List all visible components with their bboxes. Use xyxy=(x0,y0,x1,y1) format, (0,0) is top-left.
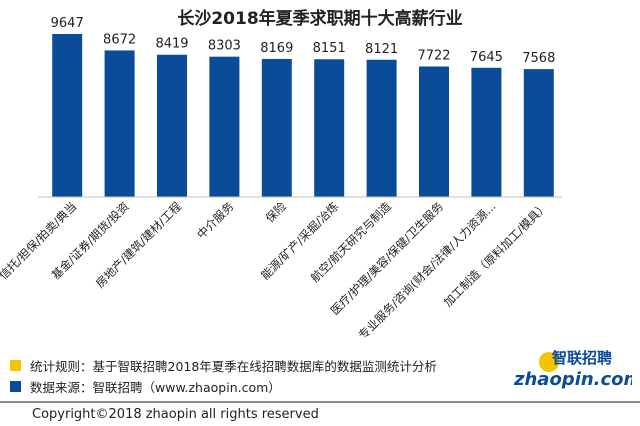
bar-4 xyxy=(209,56,240,198)
bar-3 xyxy=(157,54,187,197)
rule-bullet-icon xyxy=(10,360,21,371)
category-label-5: 保险 xyxy=(263,199,290,226)
category-label-3: 房地产/建筑/建材/工程 xyxy=(93,199,185,291)
data-label-5: 8169 xyxy=(260,41,293,56)
category-label-4: 中介服务 xyxy=(194,199,237,242)
bar-7 xyxy=(366,59,397,198)
footer-divider xyxy=(0,401,640,403)
copyright: Copyright©2018 zhaopin all rights reserv… xyxy=(32,407,319,422)
data-label-10: 7568 xyxy=(522,51,555,66)
bar-1 xyxy=(52,33,83,197)
rule-note: 统计规则：基于智联招聘2018年夏季在线招聘数据库的数据监测统计分析 xyxy=(30,359,437,374)
data-label-1: 9647 xyxy=(51,16,84,31)
source-note: 数据来源：智联招聘（www.zhaopin.com） xyxy=(30,380,281,395)
chart-title: 长沙2018年夏季求职期十大高薪行业 xyxy=(177,9,463,29)
data-label-2: 8672 xyxy=(103,32,136,47)
data-label-4: 8303 xyxy=(208,39,241,54)
data-label-7: 8121 xyxy=(365,42,398,57)
bar-2 xyxy=(104,50,135,197)
zhaopin-logo: 智联招聘 zhaopin.com xyxy=(513,349,632,390)
data-label-3: 8419 xyxy=(155,37,188,52)
logo-cn: 智联招聘 xyxy=(552,349,612,367)
logo-sun-icon xyxy=(539,352,559,372)
bar-8 xyxy=(419,66,449,197)
bar-9 xyxy=(471,67,502,197)
source-bullet-icon xyxy=(10,381,21,392)
data-label-8: 7722 xyxy=(417,48,450,63)
bar-5 xyxy=(261,58,292,197)
bar-6 xyxy=(314,59,345,197)
logo-en: zhaopin.com xyxy=(513,369,632,390)
category-label-10: 加工制造（原料加工/模具） xyxy=(441,199,551,309)
bar-chart: 9647信托/担保/拍卖/典当8672基金/证券/期货/投资8419房地产/建筑… xyxy=(0,16,562,340)
data-label-6: 8151 xyxy=(313,41,346,56)
data-label-9: 7645 xyxy=(470,50,503,65)
bar-10 xyxy=(523,69,554,197)
